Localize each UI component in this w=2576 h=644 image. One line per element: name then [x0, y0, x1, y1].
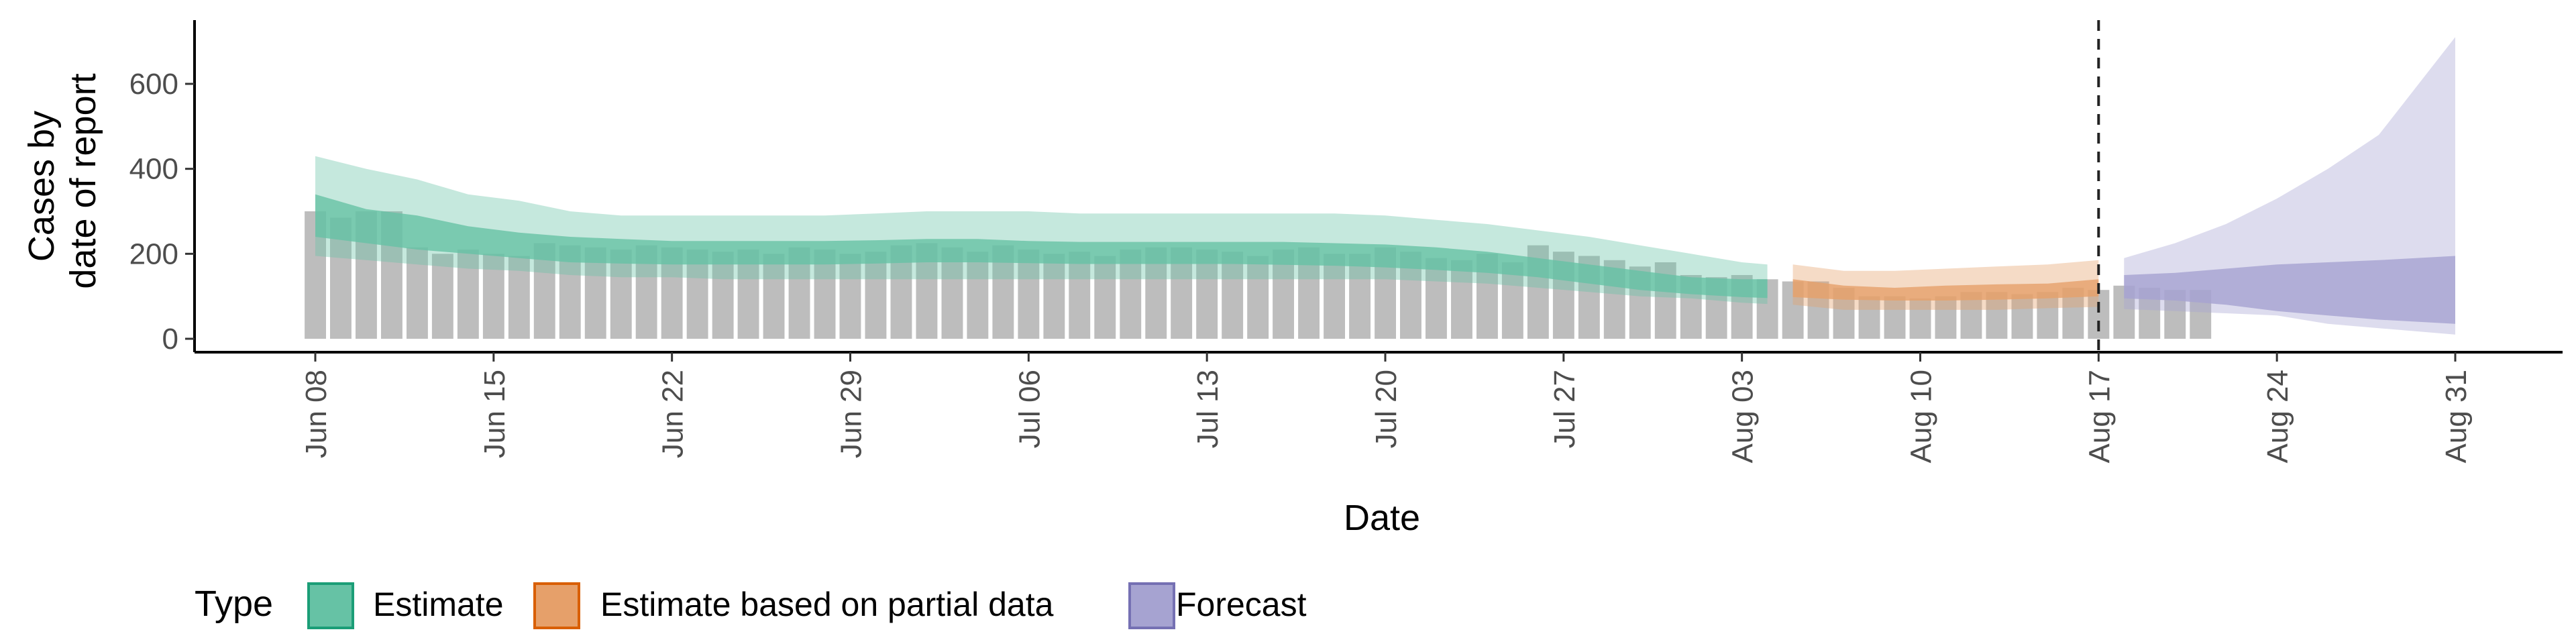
y-axis-title-line-2: date of report — [63, 73, 103, 288]
ribbon-inner-forecast — [2124, 256, 2455, 324]
bar — [839, 254, 861, 339]
x-tick-label: Jun 15 — [478, 370, 511, 458]
y-tick-label: 0 — [162, 323, 178, 356]
bar — [712, 252, 734, 339]
bar — [610, 250, 632, 339]
bar — [482, 254, 504, 339]
bar — [1094, 256, 1116, 339]
bar — [1884, 296, 1906, 339]
bar — [941, 247, 963, 339]
bar — [1858, 296, 1880, 339]
ribbon-outer-estimate — [315, 156, 1768, 305]
legend-swatch-estimate — [307, 582, 354, 629]
bar — [1196, 250, 1218, 339]
bar — [1426, 258, 1447, 339]
bar — [1349, 254, 1371, 339]
x-tick-label: Jul 06 — [1013, 370, 1046, 448]
y-tick-label: 600 — [129, 68, 178, 101]
x-tick-label: Aug 10 — [1905, 370, 1938, 463]
bar — [1909, 298, 1931, 339]
bar — [1451, 260, 1472, 339]
bar — [508, 256, 530, 339]
bar — [431, 254, 453, 339]
bar — [2011, 294, 2033, 339]
bar — [865, 252, 887, 339]
x-tick-label: Aug 17 — [2083, 370, 2116, 463]
x-tick-label: Jun 08 — [300, 370, 333, 458]
bar — [1018, 250, 1040, 339]
legend-swatch-forecast — [1128, 582, 1175, 629]
bar — [1935, 296, 1957, 339]
ribbon-inner-estimate — [315, 194, 1768, 299]
axes: 0 200 400 600 Jun 08 Jun 15 Jun 22 Jun 29 Jul 06… — [129, 20, 2563, 463]
bar — [1222, 252, 1244, 339]
x-tick-label: Aug 03 — [1727, 370, 1760, 463]
bar — [1247, 256, 1269, 339]
bar — [1986, 292, 2008, 339]
bar — [407, 247, 428, 339]
legend-swatch-estimate-partial — [533, 582, 580, 629]
bar — [1043, 254, 1065, 339]
x-tick-label: Aug 24 — [2261, 370, 2294, 463]
legend: Type Estimate Estimate based on partial … — [195, 582, 1307, 629]
y-axis-title: Cases by date of report — [21, 73, 103, 288]
legend-label-estimate-partial: Estimate based on partial data — [600, 586, 1054, 623]
x-tick-label: Jul 13 — [1191, 370, 1224, 448]
x-tick-label: Jul 20 — [1370, 370, 1403, 448]
y-tick-label: 400 — [129, 153, 178, 186]
x-tick-label: Aug 31 — [2440, 370, 2473, 463]
y-axis-title-line-1: Cases by — [21, 111, 62, 262]
bar — [763, 254, 785, 339]
x-tick-label: Jul 27 — [1548, 370, 1581, 448]
y-tick-label: 200 — [129, 237, 178, 270]
ribbons — [315, 37, 2455, 335]
x-tick-label: Jun 29 — [835, 370, 868, 458]
bar — [1120, 250, 1142, 339]
bar — [457, 250, 479, 339]
bar — [2037, 292, 2059, 339]
legend-title: Type — [195, 584, 273, 624]
bar — [1069, 252, 1091, 339]
ribbon-outer-forecast — [2124, 37, 2455, 335]
x-axis-title: Date — [1344, 498, 1420, 538]
x-tick-label: Jun 22 — [657, 370, 690, 458]
legend-label-forecast: Forecast — [1176, 586, 1307, 623]
bar — [1324, 254, 1345, 339]
legend-label-estimate: Estimate — [373, 586, 504, 623]
ribbon-inner-estimate-partial — [1792, 279, 2099, 301]
bar — [967, 252, 989, 339]
